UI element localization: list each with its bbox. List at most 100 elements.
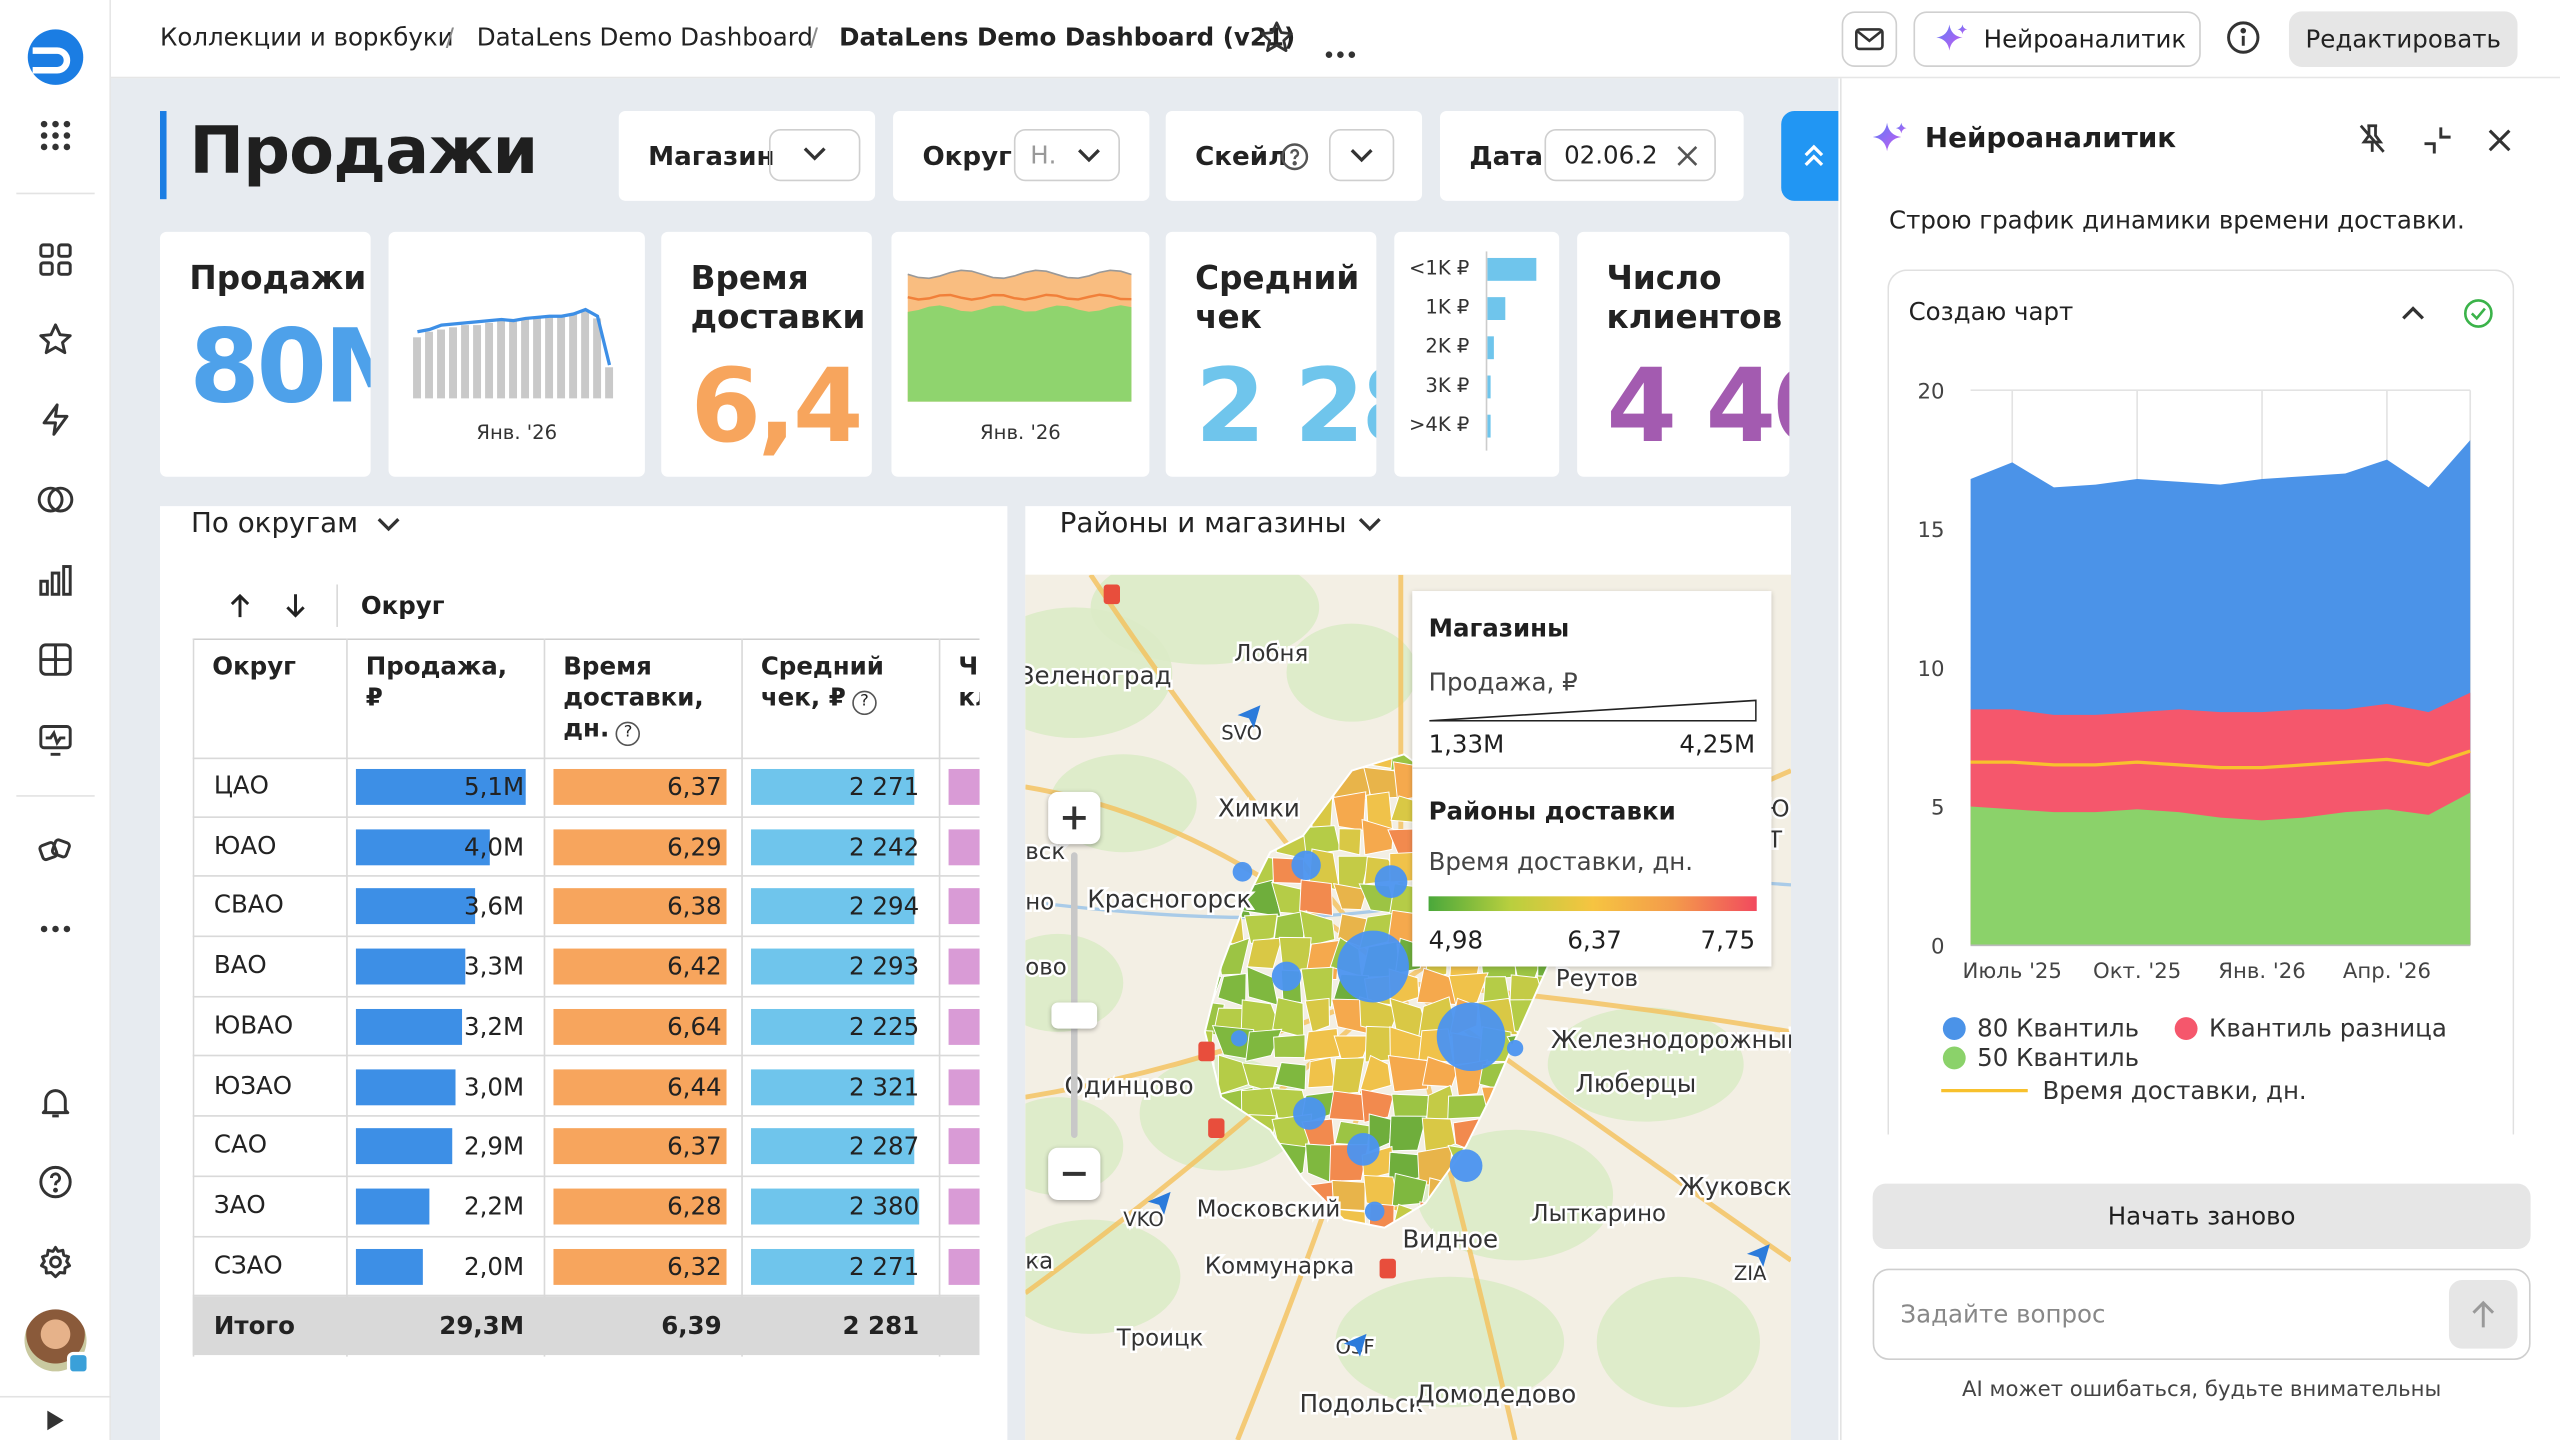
district-selector[interactable]: Округ Н.	[893, 111, 1150, 201]
apps-grid-icon[interactable]	[29, 109, 81, 161]
table-row[interactable]: ЮАО 4,0M 6,29 2 242	[192, 817, 980, 878]
table-row[interactable]: СЗАО 2,0M 6,32 2 271	[192, 1237, 980, 1297]
scale-select-field[interactable]	[1328, 128, 1395, 182]
question-input[interactable]: Задайте вопрос	[1872, 1268, 2531, 1360]
collections-icon[interactable]	[29, 233, 81, 285]
date-selector[interactable]: Дата 02.06.2	[1439, 111, 1744, 201]
datasets-icon[interactable]	[29, 633, 81, 685]
district-area[interactable]	[1242, 820, 1275, 854]
store-marker[interactable]	[1506, 1039, 1524, 1057]
zoom-in-button[interactable]	[1048, 791, 1101, 845]
district-area[interactable]	[1216, 937, 1251, 976]
district-area[interactable]	[1273, 1034, 1306, 1059]
charts-icon[interactable]	[29, 553, 81, 605]
more-actions-icon[interactable]	[1324, 34, 1357, 65]
district-area[interactable]	[1388, 1115, 1428, 1152]
store-marker[interactable]	[1231, 1030, 1248, 1047]
district-area[interactable]	[1189, 947, 1224, 981]
district-area[interactable]	[1309, 797, 1334, 830]
district-area[interactable]	[1246, 937, 1283, 970]
expand-rail-icon[interactable]	[46, 1407, 66, 1438]
table-row[interactable]: ЗАО 2,2M 6,28 2 380	[192, 1177, 980, 1237]
collapse-selectors-button[interactable]	[1781, 111, 1839, 201]
help-icon[interactable]	[29, 1156, 81, 1208]
favorite-star-icon[interactable]	[1259, 20, 1295, 62]
monitor-icon[interactable]	[29, 713, 81, 765]
district-area[interactable]	[1274, 1061, 1307, 1091]
workbooks-icon[interactable]	[29, 824, 81, 876]
store-marker[interactable]	[1337, 930, 1409, 1003]
district-area[interactable]	[1336, 738, 1365, 772]
district-area[interactable]	[1302, 760, 1338, 798]
district-area[interactable]	[1188, 919, 1222, 949]
store-marker[interactable]	[1271, 961, 1302, 992]
unpin-icon[interactable]	[2358, 122, 2387, 155]
district-area[interactable]	[1387, 1054, 1431, 1093]
district-area[interactable]	[1338, 828, 1362, 856]
minimize-icon[interactable]	[2421, 124, 2454, 157]
map-panel-title[interactable]: Районы и магазины	[1059, 507, 1347, 541]
district-area[interactable]	[1300, 736, 1335, 774]
district-area[interactable]	[1304, 997, 1330, 1033]
table-header-cell[interactable]: Округ	[212, 651, 333, 682]
help-circle-icon[interactable]: ?	[852, 690, 877, 716]
district-area[interactable]	[1211, 822, 1249, 862]
table-header-cell[interactable]: Чи кл	[958, 651, 979, 713]
mail-button[interactable]	[1841, 11, 1898, 67]
chevron-up-icon[interactable]	[2402, 305, 2425, 321]
sort-descending-icon[interactable]	[284, 593, 307, 619]
send-button[interactable]	[2448, 1279, 2518, 1349]
table-row[interactable]: ЦАО 5,1M 6,37 2 271	[192, 758, 980, 818]
district-area[interactable]	[1307, 1056, 1336, 1089]
district-select-field[interactable]: Н.	[1013, 128, 1120, 182]
district-area[interactable]	[1506, 1062, 1546, 1095]
table-row[interactable]: ВАО 3,3M 6,42 2 293	[192, 937, 980, 998]
neuroanalyst-button[interactable]: Нейроаналитик	[1913, 11, 2201, 67]
district-area[interactable]	[1332, 791, 1367, 831]
table-header-cell[interactable]: Продажа, ₽	[366, 651, 531, 713]
scale-selector[interactable]: Скейл	[1165, 111, 1423, 201]
chevron-down-icon[interactable]	[377, 516, 400, 532]
date-input-field[interactable]: 02.06.2	[1544, 128, 1716, 182]
edit-button[interactable]: Редактировать	[2288, 11, 2518, 67]
help-circle-icon[interactable]: ?	[615, 721, 641, 747]
district-area[interactable]	[1331, 1179, 1366, 1211]
store-marker[interactable]	[1374, 865, 1408, 898]
table-row[interactable]: САО 2,9M 6,37 2 287	[192, 1117, 980, 1177]
connections-icon[interactable]	[29, 473, 81, 525]
district-area[interactable]	[1331, 1057, 1366, 1095]
help-circle-icon[interactable]	[1280, 142, 1309, 171]
district-area[interactable]	[1183, 849, 1220, 886]
store-marker[interactable]	[1232, 862, 1253, 882]
store-select-field[interactable]	[768, 128, 861, 182]
store-marker[interactable]	[1436, 1002, 1506, 1072]
info-icon[interactable]	[2225, 20, 2261, 62]
district-area[interactable]	[1243, 913, 1278, 945]
map-canvas[interactable]: Зеленоград Лобня SVO Химки Красногорск Одинцо…	[1025, 574, 1792, 1440]
close-icon[interactable]	[2488, 129, 2511, 152]
settings-gear-icon[interactable]	[29, 1236, 81, 1288]
zoom-track[interactable]	[1071, 852, 1078, 1138]
district-area[interactable]	[1332, 883, 1368, 911]
lightning-icon[interactable]	[29, 393, 81, 445]
district-area[interactable]	[1361, 818, 1395, 856]
district-area[interactable]	[1299, 879, 1334, 917]
district-area[interactable]	[1271, 737, 1308, 768]
sort-ascending-icon[interactable]	[229, 593, 252, 619]
zoom-out-button[interactable]	[1048, 1147, 1101, 1200]
datalens-logo-icon[interactable]	[26, 28, 85, 87]
table-header-cell[interactable]: Время доставки, дн.?	[563, 651, 728, 747]
table-row[interactable]: ЮВАО 3,2M 6,64 2 225	[192, 997, 980, 1058]
clear-x-icon[interactable]	[1677, 145, 1698, 166]
districts-panel-title[interactable]: По округам	[191, 507, 359, 541]
district-area[interactable]	[1183, 735, 1218, 773]
district-area[interactable]	[1511, 1083, 1548, 1127]
restart-button[interactable]: Начать заново	[1872, 1183, 2531, 1249]
store-marker[interactable]	[1364, 1201, 1385, 1222]
district-area[interactable]	[1245, 1028, 1283, 1063]
breadcrumb-collections[interactable]: Коллекции и воркбуки	[159, 22, 454, 53]
district-area[interactable]	[1421, 1056, 1460, 1088]
district-area[interactable]	[1480, 1086, 1515, 1120]
table-header-cell[interactable]: Средний чек, ₽?	[761, 651, 926, 716]
district-area[interactable]	[1333, 1035, 1372, 1062]
